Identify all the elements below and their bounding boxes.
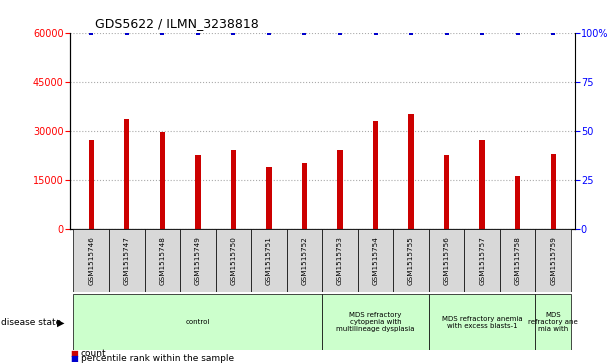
Bar <box>195 155 201 229</box>
Bar <box>160 132 165 229</box>
Text: GSM1515756: GSM1515756 <box>444 236 450 285</box>
Bar <box>287 229 322 292</box>
Text: ■: ■ <box>70 354 78 363</box>
Text: MDS refractory anemia
with excess blasts-1: MDS refractory anemia with excess blasts… <box>442 316 522 329</box>
Text: GSM1515759: GSM1515759 <box>550 236 556 285</box>
Bar <box>465 229 500 292</box>
Bar <box>216 229 251 292</box>
Bar <box>429 294 536 350</box>
Bar <box>373 121 378 229</box>
Bar <box>393 229 429 292</box>
Bar <box>124 119 130 229</box>
Bar <box>266 167 272 229</box>
Bar <box>302 163 307 229</box>
Text: GSM1515747: GSM1515747 <box>124 236 130 285</box>
Bar <box>409 114 414 229</box>
Text: GSM1515753: GSM1515753 <box>337 236 343 285</box>
Bar <box>89 140 94 229</box>
Text: disease state: disease state <box>1 318 61 327</box>
Bar <box>500 229 536 292</box>
Text: GSM1515754: GSM1515754 <box>373 236 379 285</box>
Bar <box>551 154 556 229</box>
Text: GSM1515748: GSM1515748 <box>159 236 165 285</box>
Bar <box>358 229 393 292</box>
Text: control: control <box>185 319 210 325</box>
Bar <box>74 294 322 350</box>
Bar <box>322 229 358 292</box>
Text: GSM1515751: GSM1515751 <box>266 236 272 285</box>
Bar <box>180 229 216 292</box>
Text: GSM1515749: GSM1515749 <box>195 236 201 285</box>
Bar <box>480 140 485 229</box>
Bar <box>444 155 449 229</box>
Text: GSM1515750: GSM1515750 <box>230 236 237 285</box>
Bar <box>109 229 145 292</box>
Bar <box>536 229 571 292</box>
Text: MDS refractory
cytopenia with
multilineage dysplasia: MDS refractory cytopenia with multilinea… <box>336 312 415 332</box>
Bar <box>337 150 343 229</box>
Bar <box>322 294 429 350</box>
Text: percentile rank within the sample: percentile rank within the sample <box>81 354 234 363</box>
Text: ▶: ▶ <box>57 317 64 327</box>
Bar <box>145 229 180 292</box>
Bar <box>536 294 571 350</box>
Text: GSM1515746: GSM1515746 <box>88 236 94 285</box>
Text: GDS5622 / ILMN_3238818: GDS5622 / ILMN_3238818 <box>95 17 259 30</box>
Bar <box>429 229 465 292</box>
Text: count: count <box>81 349 106 358</box>
Bar <box>251 229 287 292</box>
Text: GSM1515752: GSM1515752 <box>302 236 308 285</box>
Text: GSM1515755: GSM1515755 <box>408 236 414 285</box>
Text: GSM1515757: GSM1515757 <box>479 236 485 285</box>
Text: MDS
refractory ane
mia with: MDS refractory ane mia with <box>528 312 578 332</box>
Bar <box>230 150 236 229</box>
Bar <box>74 229 109 292</box>
Bar <box>515 176 520 229</box>
Text: ■: ■ <box>70 349 78 358</box>
Text: GSM1515758: GSM1515758 <box>515 236 520 285</box>
